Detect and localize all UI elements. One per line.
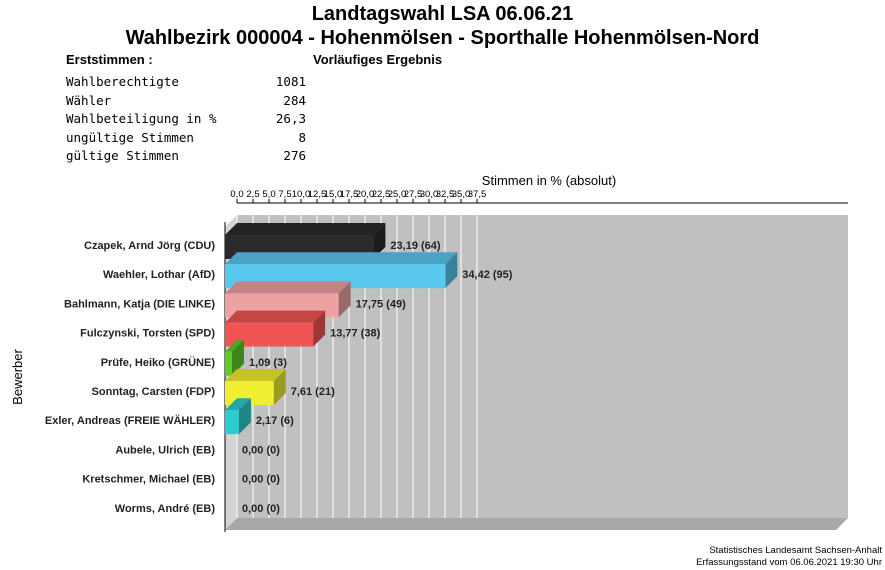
x-tick-label: 25,0: [388, 189, 407, 200]
bar-top: [225, 369, 286, 381]
x-tick-label: 10,0: [292, 189, 311, 200]
x-tick-label: 35,0: [452, 189, 471, 200]
bar-top: [225, 252, 458, 265]
x-tick-label: 12,5: [308, 189, 327, 200]
bar-side: [273, 369, 286, 405]
result-status: Vorläufiges Ergebnis: [313, 52, 443, 67]
footer-source: Statistisches Landesamt Sachsen-Anhalt: [709, 545, 882, 556]
category-label: Worms, André (EB): [115, 503, 216, 515]
stat-value: 276: [283, 148, 306, 163]
data-label: 7,61 (21): [291, 386, 335, 398]
bar-top: [225, 223, 386, 235]
x-tick-label: 15,0: [324, 189, 343, 200]
bar-top: [225, 398, 251, 411]
data-label: 17,75 (49): [356, 298, 406, 310]
data-label: 0,00 (0): [242, 503, 280, 515]
x-tick-label: 0,0: [230, 189, 243, 200]
data-label: 2,17 (6): [256, 415, 294, 427]
x-tick-label: 7,5: [278, 189, 291, 200]
bar-top: [225, 310, 326, 323]
stat-row-voters: Wähler 284: [66, 92, 306, 111]
category-label: Fulczynski, Torsten (SPD): [80, 328, 215, 340]
stat-row-eligible: Wahlberechtigte 1081: [66, 73, 306, 92]
data-label: 0,00 (0): [242, 444, 280, 456]
category-label: Waehler, Lothar (AfD): [103, 269, 215, 281]
bar: [225, 410, 239, 435]
bar-top: [225, 281, 351, 294]
x-tick-label: 17,5: [340, 189, 359, 200]
bar-side: [313, 310, 326, 347]
x-tick-label: 5,0: [262, 189, 275, 200]
stat-label: gültige Stimmen: [66, 148, 179, 163]
category-label: Bahlmann, Katja (DIE LINKE): [64, 298, 215, 310]
data-label: 23,19 (64): [390, 240, 440, 252]
x-tick-label: 37,5: [468, 189, 487, 200]
category-label: Kretschmer, Michael (EB): [82, 474, 215, 486]
x-tick-label: 27,5: [404, 189, 423, 200]
x-tick-label: 30,0: [420, 189, 439, 200]
stats-table: Wahlberechtigte 1081 Wähler 284 Wahlbeteil…: [66, 73, 306, 166]
stat-value: 8: [298, 129, 306, 145]
x-axis-title: Stimmen in % (absolut): [482, 173, 616, 188]
data-label: 0,00 (0): [242, 474, 280, 486]
stat-value: 26,3: [275, 111, 306, 126]
bar-side: [373, 223, 386, 259]
x-tick-label: 22,5: [372, 189, 391, 200]
bar-side: [338, 281, 351, 318]
stat-label: Wahlberechtigte: [66, 74, 179, 89]
category-label: Prüfe, Heiko (GRÜNE): [101, 356, 216, 369]
stat-value: 284: [283, 92, 306, 108]
footer-timestamp: Erfassungsstand vom 06.06.2021 19:30 Uhr: [696, 557, 882, 568]
bar-top: [225, 339, 244, 352]
chart-title: Landtagswahl LSA 06.06.21: [311, 3, 574, 25]
stat-row-invalid: ungültige Stimmen 8: [66, 129, 306, 148]
stat-row-valid: gültige Stimmen 276: [66, 147, 306, 166]
stat-label: ungültige Stimmen: [66, 129, 194, 145]
data-label: 34,42 (95): [462, 269, 512, 281]
category-label: Czapek, Arnd Jörg (CDU): [84, 240, 215, 252]
bar-side: [445, 252, 458, 289]
category-label: Exler, Andreas (FREIE WÄHLER): [45, 414, 215, 427]
plot-floor: [225, 518, 848, 530]
bar-side: [238, 398, 251, 435]
x-tick-label: 32,5: [436, 189, 455, 200]
bar: [225, 351, 232, 376]
category-label: Aubele, Ulrich (EB): [115, 444, 215, 456]
x-tick-label: 20,0: [356, 189, 375, 200]
category-label: Sonntag, Carsten (FDP): [92, 386, 216, 398]
stat-label: Wähler: [66, 92, 112, 108]
data-label: 1,09 (3): [249, 357, 287, 369]
stat-row-turnout: Wahlbeteiligung in % 26,3: [66, 110, 306, 129]
data-label: 13,77 (38): [330, 328, 380, 340]
y-axis-title: Bewerber: [10, 349, 25, 405]
x-tick-label: 2,5: [246, 189, 259, 200]
stat-label: Wahlbeteiligung in %: [66, 111, 217, 126]
stat-value: 1081: [275, 74, 306, 89]
bar-side: [231, 339, 244, 376]
vote-type-label: Erststimmen :: [66, 52, 153, 67]
chart-subtitle: Wahlbezirk 000004 - Hohenmölsen - Sporth…: [125, 27, 760, 49]
